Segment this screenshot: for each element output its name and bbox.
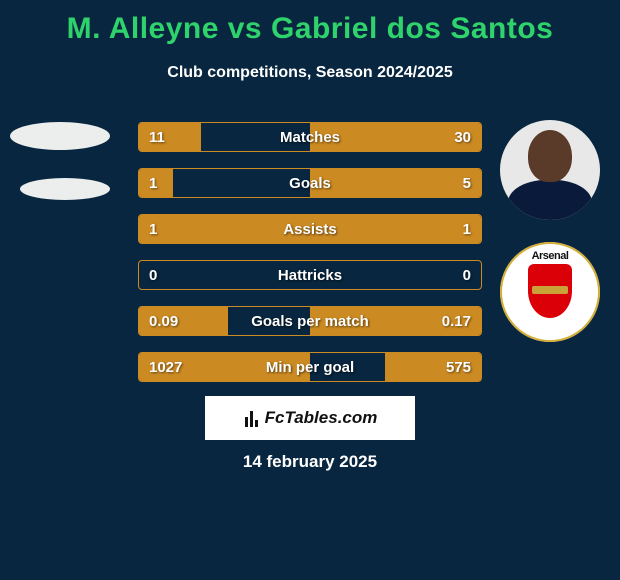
stat-label: Goals xyxy=(139,169,481,197)
fctables-logo: FcTables.com xyxy=(205,396,415,440)
left-player-avatar-placeholder xyxy=(10,122,110,150)
arsenal-logo-text: Arsenal xyxy=(500,250,600,262)
stat-label: Matches xyxy=(139,123,481,151)
subtitle: Club competitions, Season 2024/2025 xyxy=(0,64,620,82)
right-player-avatars: Arsenal xyxy=(500,120,600,342)
left-player-avatars xyxy=(10,122,110,200)
stat-row: 1130Matches xyxy=(138,122,482,152)
left-club-logo-placeholder xyxy=(20,178,110,200)
stats-comparison-chart: 1130Matches 15Goals 11Assists 00Hattricks 0.… xyxy=(138,122,482,398)
fctables-bars-icon xyxy=(243,409,261,427)
stat-row: 1027575Min per goal xyxy=(138,352,482,382)
stat-label: Assists xyxy=(139,215,481,243)
stat-label: Goals per match xyxy=(139,307,481,335)
fctables-brand-text: FcTables.com xyxy=(265,408,378,428)
stat-label: Hattricks xyxy=(139,261,481,289)
stat-row: 00Hattricks xyxy=(138,260,482,290)
stat-row: 15Goals xyxy=(138,168,482,198)
date-text: 14 february 2025 xyxy=(0,452,620,472)
stat-row: 0.090.17Goals per match xyxy=(138,306,482,336)
right-player-avatar xyxy=(500,120,600,220)
page-title: M. Alleyne vs Gabriel dos Santos xyxy=(0,0,620,46)
stat-row: 11Assists xyxy=(138,214,482,244)
right-club-logo: Arsenal xyxy=(500,242,600,342)
stat-label: Min per goal xyxy=(139,353,481,381)
